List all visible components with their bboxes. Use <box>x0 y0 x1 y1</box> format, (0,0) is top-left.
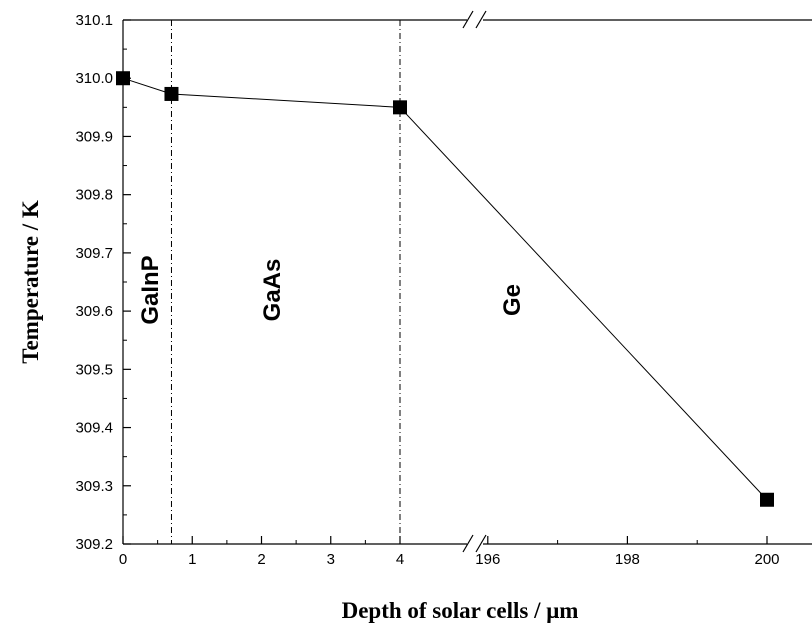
series-line <box>122 77 768 501</box>
y-tick-label: 309.3 <box>75 478 113 495</box>
y-tick-label: 310.0 <box>75 70 113 87</box>
data-point-square <box>393 100 407 115</box>
y-axis-title: Temperature / K <box>18 200 43 364</box>
data-point-square <box>164 86 179 101</box>
y-tick-label: 309.9 <box>75 128 113 145</box>
y-tick-label: 309.5 <box>75 361 113 378</box>
data-point-square <box>116 71 130 86</box>
x-tick-label: 1 <box>188 551 196 568</box>
x-tick-label: 4 <box>396 551 404 568</box>
x-tick-label: 196 <box>475 551 500 568</box>
region-label: Ge <box>499 284 526 316</box>
series <box>116 71 774 507</box>
y-tick-label: 309.6 <box>75 303 113 320</box>
y-axis-ticks: 309.2 309.3 309.4 309.5 309.6 309.7 309.8 309.9… <box>75 12 131 553</box>
y-tick-label: 309.4 <box>75 420 113 437</box>
y-tick-label: 310.1 <box>75 12 113 29</box>
x-tick-label: 2 <box>257 551 265 568</box>
plot-frame <box>122 10 812 553</box>
region-label: GaAs <box>259 259 286 322</box>
data-point-square <box>760 492 774 507</box>
x-tick-label: 0 <box>119 551 127 568</box>
x-axis-title: Depth of solar cells / μm <box>342 598 579 623</box>
y-tick-label: 309.7 <box>75 245 113 262</box>
x-axis-ticks: 0 1 2 3 4 196 198 200 <box>119 536 780 568</box>
axis-break-top <box>462 10 487 29</box>
x-tick-label: 200 <box>754 551 779 568</box>
axis-break-bottom <box>462 534 487 553</box>
region-label: GaInP <box>137 255 164 324</box>
x-tick-label: 198 <box>615 551 640 568</box>
x-tick-label: 3 <box>327 551 335 568</box>
y-tick-label: 309.2 <box>75 536 113 553</box>
y-tick-label: 309.8 <box>75 187 113 204</box>
region-labels: GaInP GaAs Ge <box>137 255 526 324</box>
